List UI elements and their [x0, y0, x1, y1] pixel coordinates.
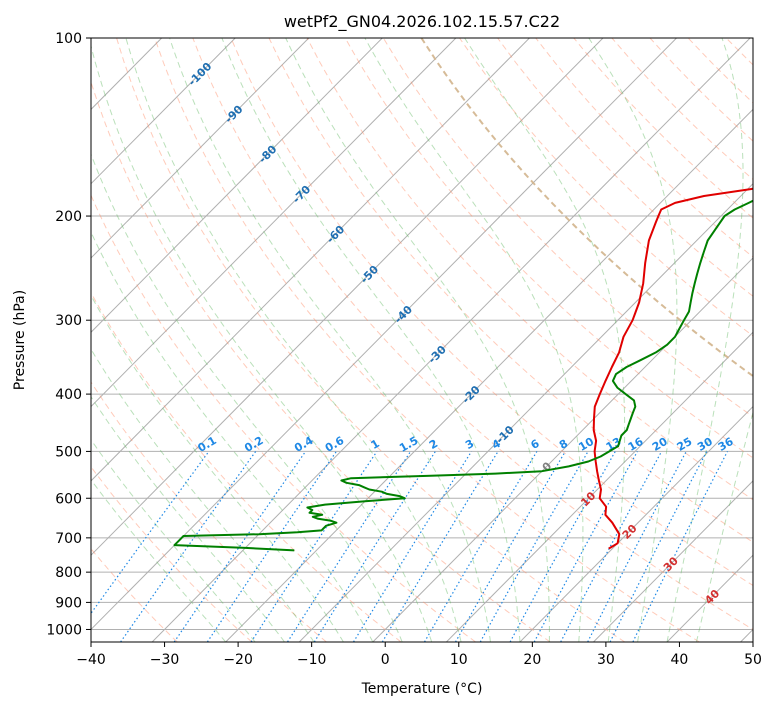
- y-tick-label: 800: [55, 565, 82, 581]
- x-tick-label: 0: [381, 652, 390, 668]
- moist-adiabat: [364, 38, 584, 642]
- moist-adiabat: [221, 38, 521, 642]
- x-tick-label: 50: [744, 652, 762, 668]
- isotherm-line: [446, 331, 753, 642]
- isotherm-line: [91, 38, 677, 631]
- dry-adiabat: [91, 381, 327, 642]
- mixing-ratio-line: [587, 451, 687, 642]
- moist-adiabat: [666, 38, 744, 642]
- isotherm-line: [91, 38, 530, 482]
- moist-adiabat: [169, 38, 491, 642]
- y-tick-label: 200: [55, 209, 82, 225]
- dry-adiabat: [230, 38, 753, 587]
- mixing-ratio-line: [206, 451, 337, 642]
- moist-adiabat: [125, 38, 462, 642]
- dry-adiabat: [116, 38, 626, 642]
- mixing-ratio-line: [91, 451, 210, 615]
- x-tick-label: −40: [76, 652, 106, 668]
- x-tick-label: 30: [597, 652, 615, 668]
- y-tick-label: 600: [55, 491, 82, 507]
- moist-adiabat: [91, 152, 403, 642]
- moist-adiabat: [91, 438, 256, 642]
- dry-adiabat: [91, 291, 402, 642]
- y-tick-label: 700: [55, 531, 82, 547]
- isotherm-line: [91, 38, 310, 259]
- isotherm-line: [593, 480, 753, 642]
- dry-adiabat: [420, 38, 753, 378]
- moist-adiabat: [285, 38, 550, 642]
- mixing-ratio-label: 2: [427, 437, 440, 452]
- mixing-ratio-line: [352, 451, 473, 642]
- isotherm-line: [91, 38, 604, 556]
- dry-adiabat: [154, 38, 700, 642]
- mixing-ratio-line: [509, 451, 616, 642]
- dry-adiabat: [611, 38, 753, 181]
- y-tick-label: 100: [55, 31, 82, 47]
- y-tick-label: 1000: [46, 622, 82, 638]
- dewpoint-profile-line: [173, 199, 753, 552]
- plot-area: 0.1 0.2 0.4 0.6 1 1.5 2 3 4 6 8 10 13 16 20 25 30 36-100-…: [91, 38, 775, 642]
- dry-adiabat: [382, 38, 753, 418]
- mixing-ratio-line: [533, 451, 638, 642]
- isotherm-line: [91, 38, 236, 185]
- moist-adiabat: [696, 410, 753, 642]
- dry-adiabat: [497, 38, 753, 297]
- isotherm-label: -100: [186, 60, 215, 89]
- x-tick-label: 20: [523, 652, 541, 668]
- mixing-ratio-line: [120, 451, 257, 642]
- x-tick-label: −30: [150, 652, 180, 668]
- isotherm-line: [519, 405, 753, 642]
- dry-adiabat: [91, 194, 476, 642]
- moist-adiabat: [464, 38, 626, 642]
- mixing-ratio-line: [423, 451, 538, 642]
- moist-adiabat: [91, 43, 433, 642]
- dry-adiabat: [268, 38, 753, 543]
- moist-adiabat: [91, 395, 285, 642]
- mixing-ratio-line: [173, 451, 307, 642]
- mixing-ratio-line: [381, 451, 499, 642]
- dry-adiabat: [459, 38, 753, 337]
- isotherm-line: [225, 108, 753, 642]
- x-tick-label: 10: [450, 652, 468, 668]
- x-tick-label: −10: [297, 652, 327, 668]
- y-tick-label: 400: [55, 387, 82, 403]
- dry-adiabat: [306, 38, 753, 501]
- isotherm-line: [372, 257, 753, 642]
- dry-adiabat: [91, 80, 551, 642]
- isotherm-line: [91, 38, 383, 333]
- mixing-ratio-line: [250, 451, 378, 642]
- plot-frame: [90, 37, 754, 643]
- mixing-ratio-line: [479, 451, 589, 642]
- dry-adiabat: [344, 38, 753, 459]
- moist-adiabat: [588, 38, 678, 642]
- dry-adiabat: [91, 465, 253, 642]
- mixing-ratio-line: [313, 451, 436, 642]
- mixing-ratio-line: [286, 451, 412, 642]
- y-tick-label: 300: [55, 313, 82, 329]
- isotherm-line: [91, 38, 457, 408]
- y-tick-label: 900: [55, 595, 82, 611]
- dry-adiabat: [687, 38, 753, 104]
- moist-adiabat: [91, 231, 374, 642]
- dry-adiabat: [764, 38, 775, 642]
- moist-adiabat: [91, 348, 315, 642]
- moist-adiabat: [91, 294, 344, 642]
- mixing-ratio-line: [609, 451, 708, 642]
- moist-adiabat: [91, 478, 227, 642]
- temperature-profile-line: [592, 187, 753, 550]
- y-tick-label: 500: [55, 444, 82, 460]
- x-axis-label: Temperature (°C): [361, 681, 483, 697]
- dry-adiabat: [649, 38, 753, 142]
- y-axis-label: Pressure (hPa): [12, 290, 28, 390]
- mixing-ratio-label: 6: [529, 437, 542, 452]
- x-tick-label: −20: [223, 652, 253, 668]
- x-tick-label: 40: [671, 652, 689, 668]
- isotherm-line: [298, 182, 753, 642]
- chart-title: wetPf2_GN04.2026.102.15.57.C22: [284, 12, 560, 32]
- dry-adiabat: [192, 38, 753, 631]
- mixing-ratio-line: [632, 451, 729, 642]
- isotherm-line: [151, 38, 751, 642]
